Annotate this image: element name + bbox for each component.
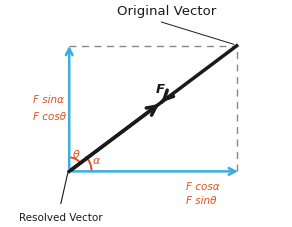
Text: F sinα: F sinα (33, 95, 64, 105)
Text: F cosα: F cosα (187, 182, 220, 192)
Text: Resolved Vector: Resolved Vector (19, 213, 102, 223)
Text: θ: θ (73, 150, 80, 160)
Text: α: α (93, 156, 100, 166)
Text: F sinθ: F sinθ (187, 196, 217, 206)
Text: Original Vector: Original Vector (117, 5, 217, 18)
Text: F cosθ: F cosθ (33, 112, 66, 122)
Text: F: F (156, 83, 165, 96)
